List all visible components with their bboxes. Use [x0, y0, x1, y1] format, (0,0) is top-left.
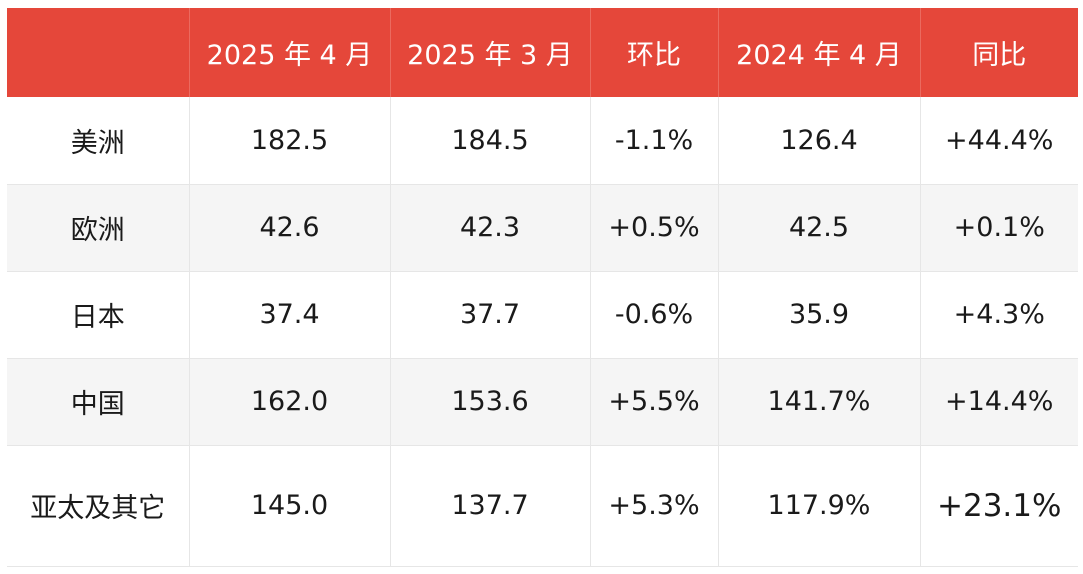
region-cell: 亚太及其它 [7, 445, 190, 567]
value-cell: +23.1% [920, 445, 1078, 567]
table-row: 美洲 182.5 184.5 -1.1% 126.4 +44.4% [7, 97, 1078, 185]
value-cell: 153.6 [390, 358, 591, 446]
header-cell-yoy: 同比 [920, 8, 1078, 97]
value-cell: -1.1% [590, 97, 719, 185]
value-cell: +5.5% [590, 358, 719, 446]
value-cell: 162.0 [189, 358, 391, 446]
table-row: 日本 37.4 37.7 -0.6% 35.9 +4.3% [7, 271, 1078, 359]
region-cell: 美洲 [7, 97, 190, 185]
value-cell: 137.7 [390, 445, 591, 567]
header-cell-2024-apr: 2024 年 4 月 [718, 8, 921, 97]
value-cell: 184.5 [390, 97, 591, 185]
value-cell: -0.6% [590, 271, 719, 359]
regional-data-table: 2025 年 4 月 2025 年 3 月 环比 2024 年 4 月 同比 美… [7, 8, 1078, 567]
value-cell: 126.4 [718, 97, 921, 185]
value-cell: +0.5% [590, 184, 719, 272]
value-cell: +0.1% [920, 184, 1078, 272]
header-cell-mom: 环比 [590, 8, 719, 97]
table-row: 中国 162.0 153.6 +5.5% 141.7% +14.4% [7, 358, 1078, 446]
value-cell: 42.6 [189, 184, 391, 272]
value-cell: 37.7 [390, 271, 591, 359]
value-cell: +14.4% [920, 358, 1078, 446]
header-cell-2025-apr: 2025 年 4 月 [189, 8, 391, 97]
value-cell: 182.5 [189, 97, 391, 185]
value-cell: +4.3% [920, 271, 1078, 359]
table-row: 亚太及其它 145.0 137.7 +5.3% 117.9% +23.1% [7, 445, 1078, 567]
region-cell: 欧洲 [7, 184, 190, 272]
value-cell: +44.4% [920, 97, 1078, 185]
header-cell-region [7, 8, 190, 97]
value-cell: 117.9% [718, 445, 921, 567]
value-cell: 42.3 [390, 184, 591, 272]
region-cell: 中国 [7, 358, 190, 446]
value-cell: 145.0 [189, 445, 391, 567]
header-cell-2025-mar: 2025 年 3 月 [390, 8, 591, 97]
value-cell: +5.3% [590, 445, 719, 567]
value-cell: 42.5 [718, 184, 921, 272]
region-cell: 日本 [7, 271, 190, 359]
table-row: 欧洲 42.6 42.3 +0.5% 42.5 +0.1% [7, 184, 1078, 272]
value-cell: 37.4 [189, 271, 391, 359]
header-row: 2025 年 4 月 2025 年 3 月 环比 2024 年 4 月 同比 [7, 8, 1078, 97]
regional-data-table-container: 2025 年 4 月 2025 年 3 月 环比 2024 年 4 月 同比 美… [7, 8, 1078, 567]
value-cell: 141.7% [718, 358, 921, 446]
value-cell: 35.9 [718, 271, 921, 359]
